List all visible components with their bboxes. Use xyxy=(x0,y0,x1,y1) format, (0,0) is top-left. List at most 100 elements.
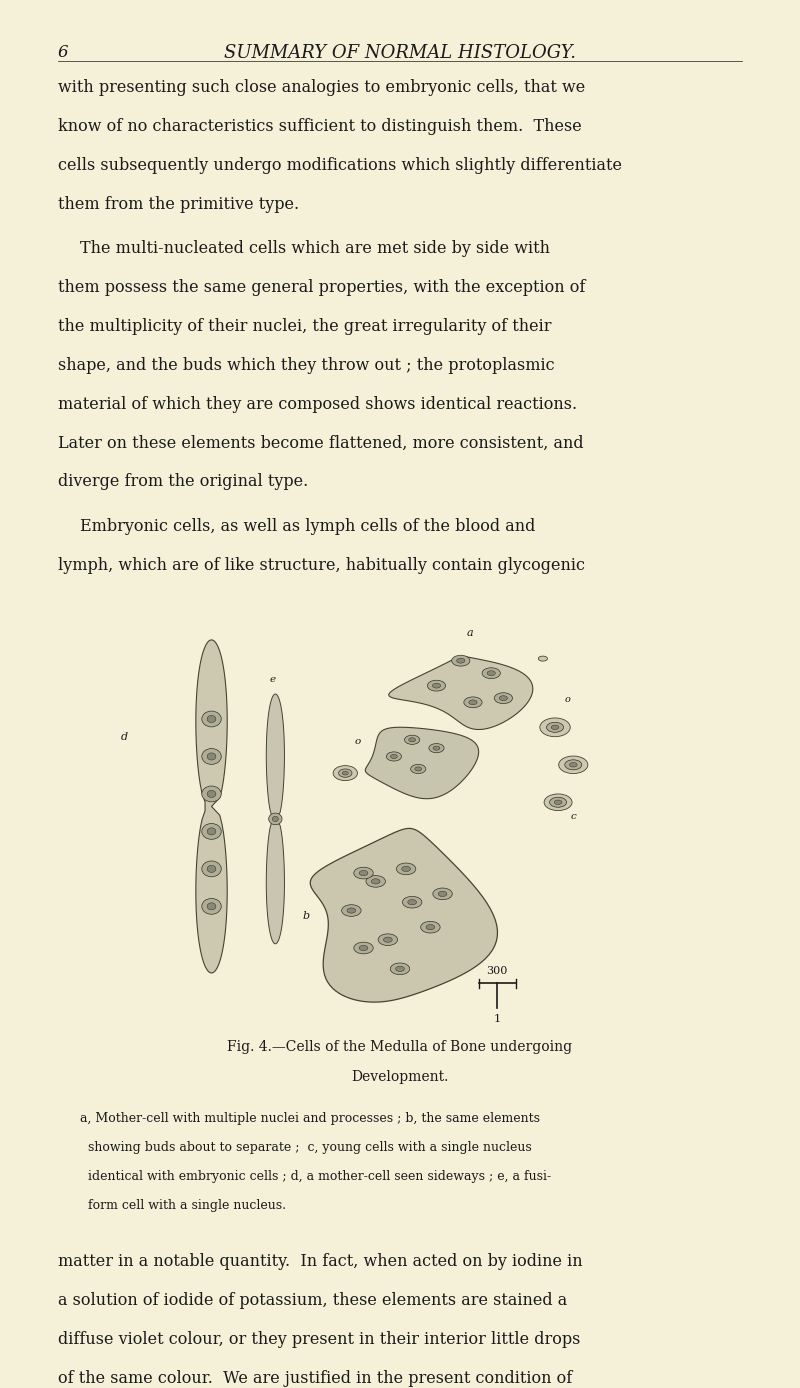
Text: e: e xyxy=(270,675,275,683)
Ellipse shape xyxy=(464,697,482,708)
Ellipse shape xyxy=(457,658,465,663)
Ellipse shape xyxy=(207,752,216,761)
Text: with presenting such close analogies to embryonic cells, that we: with presenting such close analogies to … xyxy=(58,79,585,96)
Ellipse shape xyxy=(432,683,441,688)
Ellipse shape xyxy=(269,813,282,824)
Ellipse shape xyxy=(202,861,222,877)
Ellipse shape xyxy=(207,827,216,836)
Ellipse shape xyxy=(207,715,216,723)
Ellipse shape xyxy=(433,747,440,750)
Ellipse shape xyxy=(409,738,415,741)
Ellipse shape xyxy=(366,876,386,887)
Text: a, Mother-cell with multiple nuclei and processes ; b, the same elements: a, Mother-cell with multiple nuclei and … xyxy=(80,1112,540,1124)
Text: matter in a notable quantity.  In fact, when acted on by iodine in: matter in a notable quantity. In fact, w… xyxy=(58,1253,582,1270)
Text: 300: 300 xyxy=(486,966,508,977)
Ellipse shape xyxy=(207,865,216,873)
Ellipse shape xyxy=(538,657,547,661)
Ellipse shape xyxy=(390,755,398,758)
Text: Fig. 4.—Cells of the Medulla of Bone undergoing: Fig. 4.—Cells of the Medulla of Bone und… xyxy=(227,1040,573,1053)
Ellipse shape xyxy=(546,722,563,733)
Polygon shape xyxy=(389,657,533,730)
Text: Later on these elements become flattened, more consistent, and: Later on these elements become flattened… xyxy=(58,434,583,451)
Ellipse shape xyxy=(499,695,507,701)
Text: o: o xyxy=(354,737,361,745)
Ellipse shape xyxy=(421,922,440,933)
Text: cells subsequently undergo modifications which slightly differentiate: cells subsequently undergo modifications… xyxy=(58,157,622,174)
Text: diverge from the original type.: diverge from the original type. xyxy=(58,473,308,490)
Ellipse shape xyxy=(452,655,470,666)
Ellipse shape xyxy=(544,794,572,811)
Polygon shape xyxy=(196,640,227,973)
Ellipse shape xyxy=(415,768,422,770)
Ellipse shape xyxy=(390,963,410,974)
Ellipse shape xyxy=(386,752,402,761)
Text: diffuse violet colour, or they present in their interior little drops: diffuse violet colour, or they present i… xyxy=(58,1331,580,1348)
Ellipse shape xyxy=(202,898,222,915)
Ellipse shape xyxy=(410,765,426,773)
Text: them from the primitive type.: them from the primitive type. xyxy=(58,196,298,212)
Ellipse shape xyxy=(570,762,577,768)
Text: Embryonic cells, as well as lymph cells of the blood and: Embryonic cells, as well as lymph cells … xyxy=(80,518,535,534)
Text: a solution of iodide of potassium, these elements are stained a: a solution of iodide of potassium, these… xyxy=(58,1292,567,1309)
Polygon shape xyxy=(366,727,478,798)
Text: showing buds about to separate ;  c, young cells with a single nucleus: showing buds about to separate ; c, youn… xyxy=(80,1141,532,1153)
Ellipse shape xyxy=(338,769,352,777)
Polygon shape xyxy=(310,829,498,1002)
Text: d: d xyxy=(120,731,127,741)
Ellipse shape xyxy=(202,748,222,765)
Ellipse shape xyxy=(378,934,398,945)
Ellipse shape xyxy=(354,868,374,879)
Text: SUMMARY OF NORMAL HISTOLOGY.: SUMMARY OF NORMAL HISTOLOGY. xyxy=(224,44,576,62)
Text: 6: 6 xyxy=(58,44,68,61)
Ellipse shape xyxy=(342,772,348,775)
Ellipse shape xyxy=(333,766,358,780)
Ellipse shape xyxy=(202,786,222,802)
Text: the multiplicity of their nuclei, the great irregularity of their: the multiplicity of their nuclei, the gr… xyxy=(58,318,551,335)
Text: material of which they are composed shows identical reactions.: material of which they are composed show… xyxy=(58,396,577,412)
Ellipse shape xyxy=(494,693,513,704)
Text: them possess the same general properties, with the exception of: them possess the same general properties… xyxy=(58,279,585,296)
Text: shape, and the buds which they throw out ; the protoplasmic: shape, and the buds which they throw out… xyxy=(58,357,554,373)
Ellipse shape xyxy=(396,863,416,874)
Ellipse shape xyxy=(359,870,368,876)
Ellipse shape xyxy=(202,711,222,727)
Text: The multi-nucleated cells which are met side by side with: The multi-nucleated cells which are met … xyxy=(80,240,550,257)
Ellipse shape xyxy=(551,725,559,730)
Ellipse shape xyxy=(558,756,588,773)
Ellipse shape xyxy=(487,670,495,676)
Text: lymph, which are of like structure, habitually contain glycogenic: lymph, which are of like structure, habi… xyxy=(58,557,585,573)
Text: Development.: Development. xyxy=(351,1070,449,1084)
Ellipse shape xyxy=(427,680,446,691)
Ellipse shape xyxy=(354,942,374,954)
Ellipse shape xyxy=(405,736,420,744)
Text: b: b xyxy=(302,911,310,920)
Polygon shape xyxy=(266,694,285,944)
Ellipse shape xyxy=(207,790,216,798)
Ellipse shape xyxy=(426,924,434,930)
Text: c: c xyxy=(570,812,576,820)
Ellipse shape xyxy=(371,879,380,884)
Ellipse shape xyxy=(347,908,356,913)
Ellipse shape xyxy=(550,797,566,808)
Text: 1: 1 xyxy=(494,1015,501,1024)
Text: identical with embryonic cells ; d, a mother-cell seen sideways ; e, a fusi-: identical with embryonic cells ; d, a mo… xyxy=(80,1170,551,1183)
Ellipse shape xyxy=(540,718,570,737)
Ellipse shape xyxy=(438,891,447,897)
Ellipse shape xyxy=(408,899,417,905)
Text: o: o xyxy=(564,695,570,704)
Ellipse shape xyxy=(482,668,500,679)
Text: form cell with a single nucleus.: form cell with a single nucleus. xyxy=(80,1199,286,1212)
Ellipse shape xyxy=(202,823,222,840)
Ellipse shape xyxy=(207,902,216,911)
Ellipse shape xyxy=(396,966,404,972)
Ellipse shape xyxy=(469,700,477,705)
Ellipse shape xyxy=(359,945,368,951)
Ellipse shape xyxy=(272,816,278,822)
Text: of the same colour.  We are justified in the present condition of: of the same colour. We are justified in … xyxy=(58,1370,572,1387)
Ellipse shape xyxy=(402,866,410,872)
Ellipse shape xyxy=(342,905,361,916)
Ellipse shape xyxy=(565,759,582,770)
Text: know of no characteristics sufficient to distinguish them.  These: know of no characteristics sufficient to… xyxy=(58,118,582,135)
Ellipse shape xyxy=(402,897,422,908)
Ellipse shape xyxy=(383,937,392,942)
